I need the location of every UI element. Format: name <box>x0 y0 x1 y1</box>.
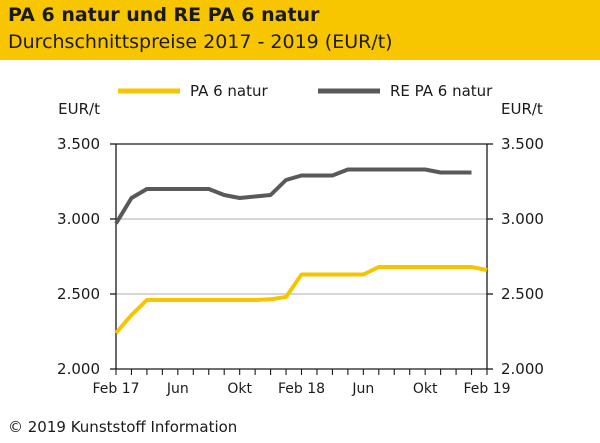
y-tick-label-right: 2.000 <box>501 360 544 378</box>
legend-label: PA 6 natur <box>190 82 269 100</box>
legend-label: RE PA 6 natur <box>390 82 493 100</box>
line-chart: 2.000 2.000 2.500 2.500 3.000 3.000 3.500 3.500… <box>57 82 544 397</box>
header-bar: PA 6 natur und RE PA 6 natur Durchschnit… <box>0 0 600 60</box>
x-tick-label: Feb 18 <box>278 381 325 397</box>
series-line <box>114 265 488 335</box>
y-axis-label-right: EUR/t <box>501 100 543 118</box>
x-tick-label: Jun <box>166 381 189 397</box>
y-tick-label-left: 2.500 <box>57 285 100 303</box>
chart-title: PA 6 natur und RE PA 6 natur <box>8 4 320 26</box>
y-tick-label-right: 3.500 <box>501 135 544 153</box>
y-tick-label-right: 2.500 <box>501 285 544 303</box>
x-tick-label: Okt <box>413 381 438 397</box>
y-axis-label-left: EUR/t <box>58 100 100 118</box>
y-tick-label-left: 3.000 <box>57 210 100 228</box>
x-tick-label: Feb 17 <box>92 381 139 397</box>
y-tick-label-left: 3.500 <box>57 135 100 153</box>
y-tick-label-right: 3.000 <box>501 210 544 228</box>
copyright-footer: © 2019 Kunststoff Information <box>8 418 238 436</box>
chart-subtitle: Durchschnittspreise 2017 - 2019 (EUR/t) <box>8 31 393 53</box>
series-line <box>114 167 472 225</box>
x-tick-label: Okt <box>227 381 252 397</box>
y-tick-label-left: 2.000 <box>57 360 100 378</box>
x-tick-label: Feb 19 <box>463 381 510 397</box>
x-tick-label: Jun <box>351 381 374 397</box>
